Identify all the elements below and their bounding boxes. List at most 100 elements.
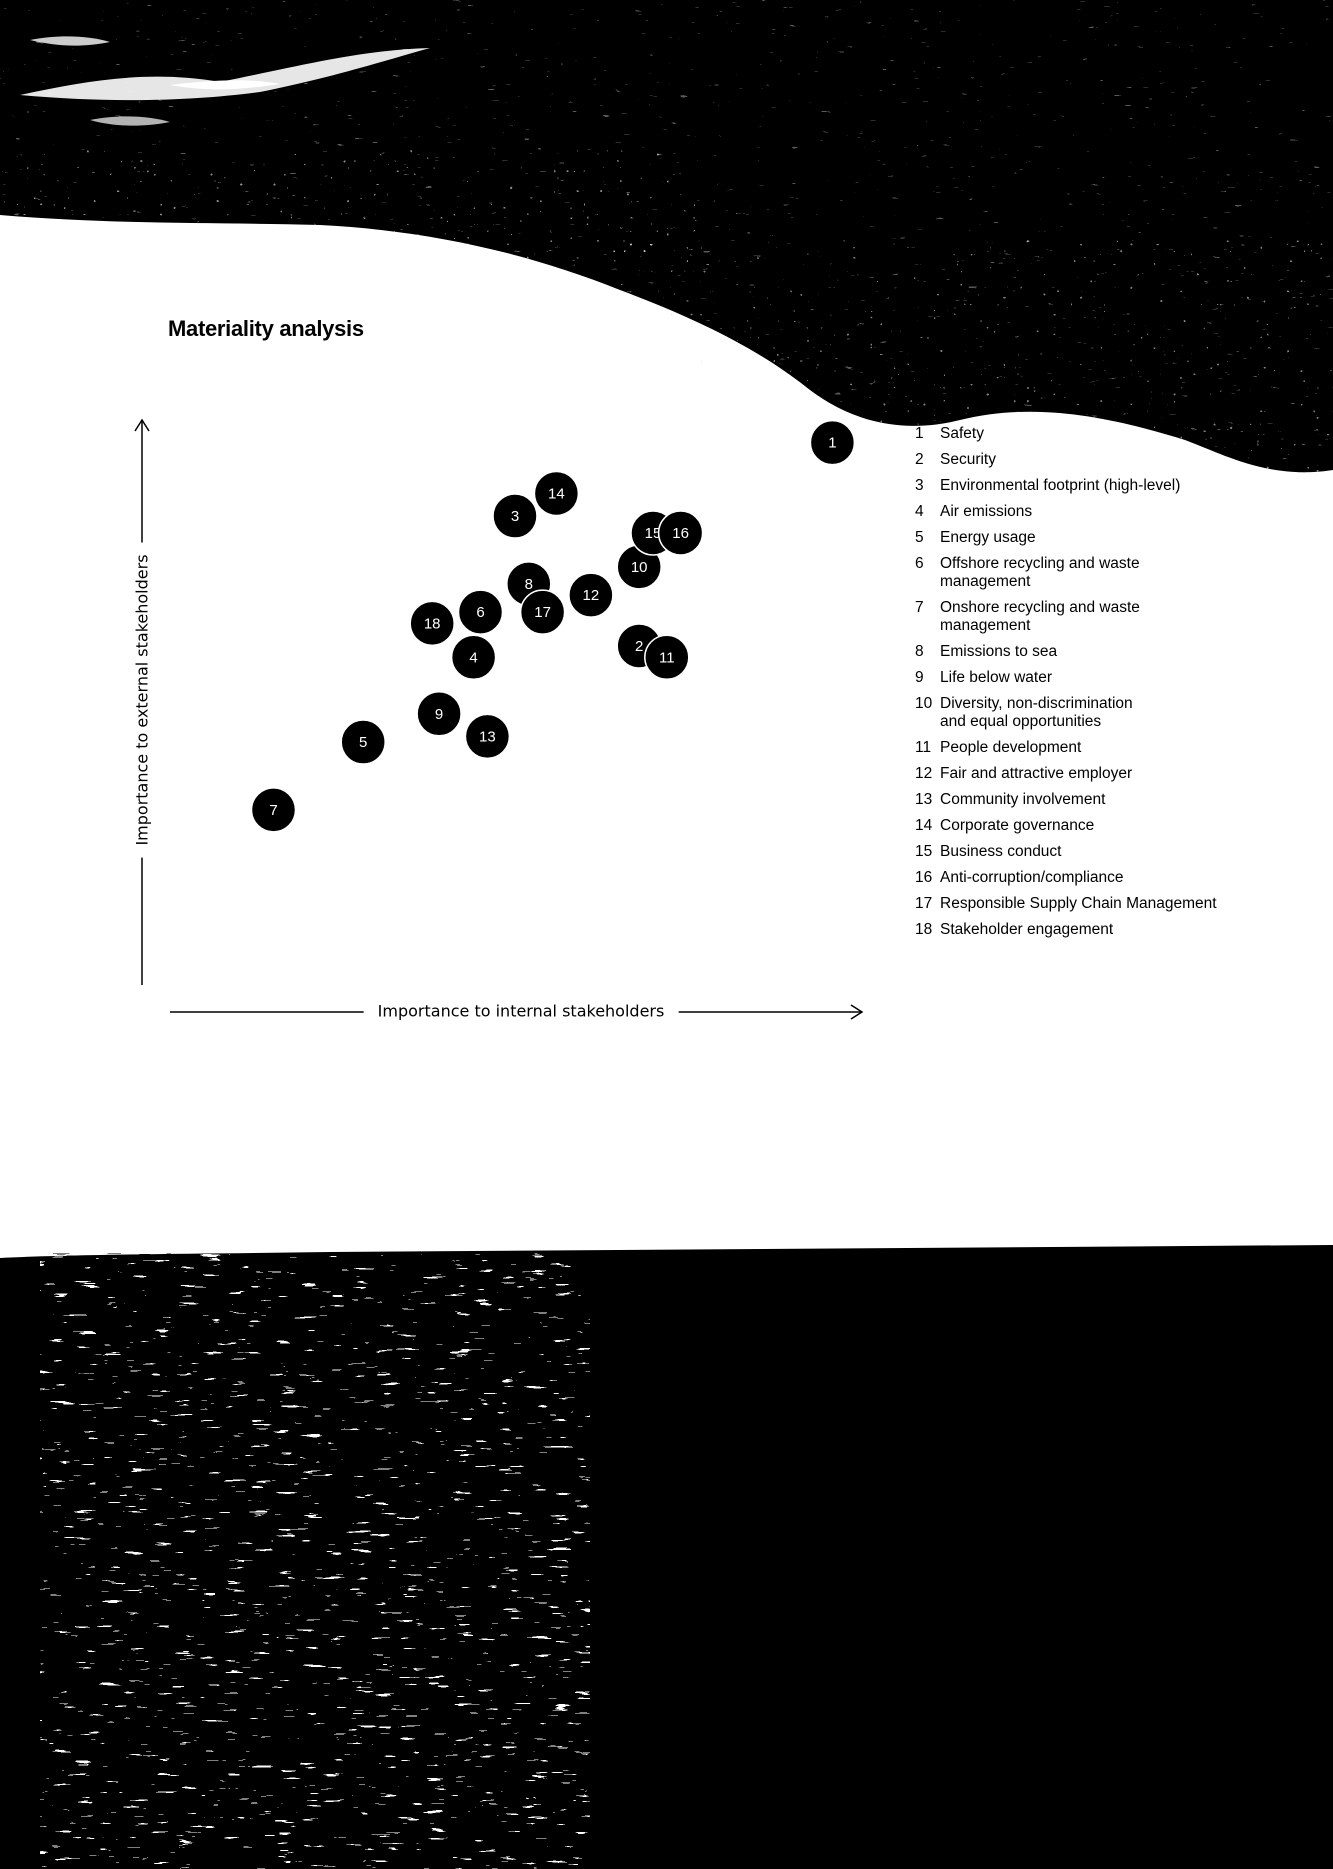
data-point-12: 12 <box>568 572 614 618</box>
legend-item-label: Fair and attractive employer <box>940 765 1133 782</box>
data-point-marker <box>464 713 511 760</box>
data-point-label: 6 <box>476 604 484 621</box>
legend-item-1: 1 Safety <box>915 425 1255 443</box>
data-point-marker <box>409 600 455 647</box>
data-point-9: 9 <box>416 691 462 737</box>
legend-item-number: 2 <box>915 451 924 468</box>
data-point-18: 18 <box>409 600 455 647</box>
data-point-marker <box>519 589 566 635</box>
data-point-label: 10 <box>631 559 648 576</box>
data-point-label: 5 <box>359 734 367 751</box>
data-point-label: 17 <box>534 604 551 621</box>
legend-item-number: 14 <box>915 817 933 834</box>
data-point-label: 18 <box>424 615 441 632</box>
legend-item-label: Stakeholder engagement <box>940 921 1114 938</box>
legend-item-number: 8 <box>915 643 924 660</box>
legend-item-label: Offshore recycling and waste management <box>940 555 1140 590</box>
data-point-marker <box>416 691 462 737</box>
data-point-16: 16 <box>657 510 704 556</box>
data-point-13: 13 <box>464 713 511 760</box>
data-point-marker <box>657 510 704 556</box>
legend-item-number: 5 <box>915 529 924 546</box>
legend-item-8: 8 Emissions to sea <box>915 643 1255 661</box>
data-point-11: 11 <box>644 634 690 681</box>
legend-item-label: Anti-corruption/compliance <box>940 869 1124 886</box>
data-point-label: 12 <box>583 587 600 604</box>
legend-item-6: 6 Offshore recycling and waste management <box>915 555 1255 591</box>
legend-item-10: 10 Diversity, non-discrimination and equal… <box>915 695 1255 731</box>
data-point-label: 11 <box>659 649 675 666</box>
legend-item-number: 16 <box>915 869 933 886</box>
legend-item-label: Onshore recycling and waste management <box>940 599 1140 634</box>
data-point-label: 1 <box>828 435 836 452</box>
legend-item-label: People development <box>940 739 1082 756</box>
data-point-label: 16 <box>672 525 689 542</box>
legend-item-number: 15 <box>915 843 933 860</box>
data-point-label: 13 <box>479 728 496 745</box>
legend-item-label: Community involvement <box>940 791 1106 808</box>
data-point-17: 17 <box>519 589 566 635</box>
legend-item-label: Security <box>940 451 996 468</box>
horizon-mist <box>1000 1150 1333 1230</box>
data-point-1: 1 <box>809 419 856 466</box>
legend-item-number: 10 <box>915 695 933 712</box>
legend-item-11: 11 People development <box>915 739 1255 757</box>
legend-item-number: 11 <box>915 739 932 756</box>
data-point-label: 4 <box>469 649 477 666</box>
data-point-3: 3 <box>492 493 538 539</box>
data-point-14: 14 <box>533 470 580 517</box>
data-point-marker <box>340 719 386 765</box>
legend-item-label: Life below water <box>940 669 1053 686</box>
legend-item-number: 4 <box>915 503 924 520</box>
chart-title: Materiality analysis <box>168 316 364 341</box>
legend-item-15: 15 Business conduct <box>915 843 1255 861</box>
data-point-label: 3 <box>511 508 519 525</box>
data-point-marker <box>533 470 580 517</box>
legend-item-number: 3 <box>915 477 924 494</box>
legend-item-number: 17 <box>915 895 933 912</box>
data-point-marker <box>644 634 690 681</box>
legend-item-18: 18 Stakeholder engagement <box>915 921 1255 939</box>
data-point-5: 5 <box>340 719 386 765</box>
legend-item-number: 7 <box>915 599 924 616</box>
legend-item-4: 4 Air emissions <box>915 503 1255 521</box>
legend: 1 Safety 2 Security 3 Environmental footprint… <box>915 425 1255 947</box>
data-point-label: 7 <box>269 802 277 819</box>
data-point-label: 9 <box>435 706 443 723</box>
legend-item-number: 6 <box>915 555 924 572</box>
data-point-marker <box>457 589 504 635</box>
legend-item-12: 12 Fair and attractive employer <box>915 765 1255 783</box>
legend-item-2: 2 Security <box>915 451 1255 469</box>
data-point-marker <box>250 787 297 833</box>
legend-item-number: 18 <box>915 921 933 938</box>
data-point-4: 4 <box>450 634 497 681</box>
dark-sea <box>0 1245 1333 1869</box>
legend-item-9: 9 Life below water <box>915 669 1255 687</box>
legend-item-7: 7 Onshore recycling and waste management <box>915 599 1255 635</box>
legend-item-16: 16 Anti-corruption/compliance <box>915 869 1255 887</box>
data-point-label: 14 <box>548 485 565 502</box>
legend-item-5: 5 Energy usage <box>915 529 1255 547</box>
legend-item-label: Environmental footprint (high-level) <box>940 477 1181 494</box>
ship-silhouette <box>330 1252 372 1262</box>
x-axis-label-text: Importance to internal stakeholders <box>363 1001 679 1021</box>
legend-item-label: Energy usage <box>940 529 1036 546</box>
data-point-marker <box>568 572 614 618</box>
data-point-label: 15 <box>645 525 662 542</box>
legend-item-17: 17 Responsible Supply Chain Management <box>915 895 1255 913</box>
legend-item-label: Safety <box>940 425 984 442</box>
legend-item-label: Air emissions <box>940 503 1033 520</box>
legend-item-number: 1 <box>915 425 924 442</box>
data-point-10: 10 <box>616 544 662 590</box>
legend-item-number: 12 <box>915 765 933 782</box>
y-axis-label-text: Importance to external stakeholders <box>132 542 152 858</box>
data-point-7: 7 <box>250 787 297 833</box>
data-point-6: 6 <box>457 589 504 635</box>
legend-item-label: Emissions to sea <box>940 643 1058 660</box>
legend-item-3: 3 Environmental footprint (high-level) <box>915 477 1255 495</box>
legend-item-number: 9 <box>915 669 924 686</box>
legend-item-13: 13 Community involvement <box>915 791 1255 809</box>
legend-item-label: Business conduct <box>940 843 1062 860</box>
